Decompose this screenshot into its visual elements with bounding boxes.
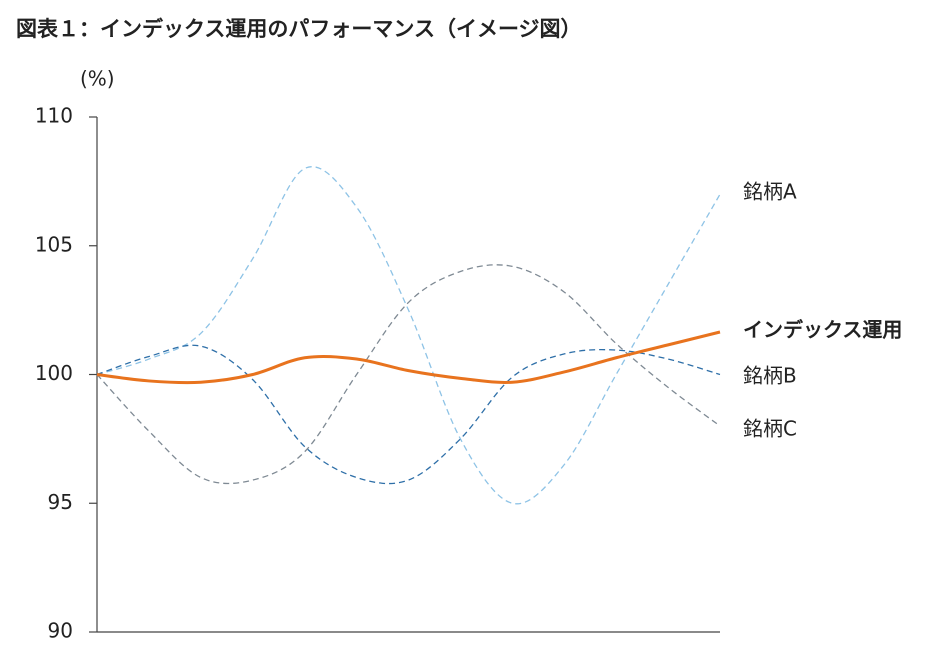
y-tick-label: 105 [35, 232, 73, 256]
y-tick-label: 110 [35, 104, 73, 128]
y-axis-label: (%) [80, 67, 115, 91]
series-line [96, 344, 721, 485]
y-tick-label: 90 [48, 619, 73, 643]
chart-title: 図表１：インデックス運用のパフォーマンス（イメージ図） [16, 17, 582, 41]
series-line [96, 166, 721, 505]
series-line [96, 330, 721, 385]
series-label: 銘柄A [743, 180, 797, 204]
series-label: 銘柄B [743, 364, 797, 388]
y-tick-label: 95 [48, 490, 73, 514]
y-tick-label: 100 [35, 361, 73, 385]
series-line [96, 264, 721, 485]
series-label: 銘柄C [743, 417, 797, 441]
series-label: インデックス運用 [743, 318, 902, 342]
